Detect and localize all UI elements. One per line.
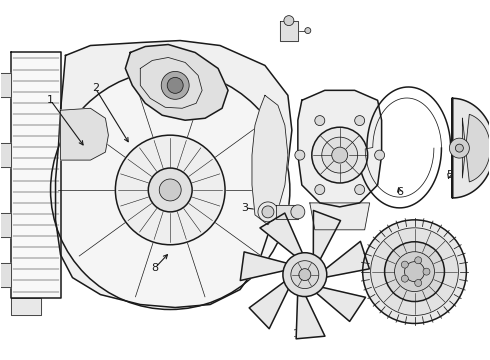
Circle shape: [415, 279, 422, 287]
Circle shape: [284, 15, 294, 26]
Polygon shape: [280, 21, 298, 41]
Polygon shape: [240, 252, 290, 280]
Circle shape: [258, 202, 278, 222]
Polygon shape: [61, 108, 108, 160]
Circle shape: [385, 242, 444, 302]
Text: 3: 3: [242, 203, 248, 213]
Polygon shape: [313, 287, 366, 321]
Polygon shape: [260, 213, 304, 258]
Polygon shape: [298, 90, 382, 207]
Text: 7: 7: [336, 210, 343, 220]
Text: 10: 10: [413, 306, 426, 316]
Circle shape: [161, 71, 189, 99]
Circle shape: [449, 138, 469, 158]
Polygon shape: [0, 73, 11, 97]
Polygon shape: [11, 298, 41, 315]
Polygon shape: [313, 211, 341, 263]
Circle shape: [355, 116, 365, 126]
Text: 6: 6: [396, 187, 403, 197]
Circle shape: [291, 261, 319, 289]
Circle shape: [375, 150, 385, 160]
Polygon shape: [296, 291, 325, 339]
Circle shape: [262, 206, 274, 218]
Polygon shape: [55, 41, 292, 307]
Polygon shape: [0, 213, 11, 237]
Circle shape: [322, 137, 358, 173]
Polygon shape: [252, 95, 288, 225]
Circle shape: [415, 257, 422, 264]
Circle shape: [332, 147, 348, 163]
Circle shape: [401, 261, 408, 268]
Polygon shape: [276, 205, 298, 219]
Text: 9: 9: [145, 63, 152, 73]
Polygon shape: [11, 53, 61, 298]
Text: 4: 4: [286, 18, 294, 28]
Circle shape: [312, 127, 368, 183]
Circle shape: [283, 253, 327, 297]
Polygon shape: [0, 263, 11, 287]
Text: 5: 5: [446, 170, 453, 180]
Polygon shape: [452, 98, 490, 198]
Circle shape: [455, 144, 464, 152]
Circle shape: [423, 268, 430, 275]
Circle shape: [355, 185, 365, 195]
Polygon shape: [125, 45, 228, 120]
Circle shape: [50, 71, 290, 310]
Circle shape: [148, 168, 192, 212]
Circle shape: [159, 179, 181, 201]
Circle shape: [401, 275, 408, 282]
Polygon shape: [0, 143, 11, 167]
Polygon shape: [463, 114, 490, 182]
Circle shape: [305, 28, 311, 33]
Polygon shape: [310, 203, 369, 230]
Text: 1: 1: [47, 95, 54, 105]
Circle shape: [295, 150, 305, 160]
Text: 11: 11: [293, 329, 307, 339]
Circle shape: [167, 77, 183, 93]
Polygon shape: [249, 279, 290, 329]
Circle shape: [394, 252, 435, 292]
Circle shape: [363, 220, 466, 323]
Polygon shape: [322, 241, 369, 278]
Circle shape: [291, 205, 305, 219]
Text: 8: 8: [152, 263, 159, 273]
Circle shape: [115, 135, 225, 245]
Circle shape: [405, 262, 424, 282]
Text: 2: 2: [92, 84, 99, 93]
Circle shape: [315, 185, 325, 195]
Circle shape: [315, 116, 325, 126]
Circle shape: [370, 228, 458, 315]
Circle shape: [299, 269, 311, 280]
